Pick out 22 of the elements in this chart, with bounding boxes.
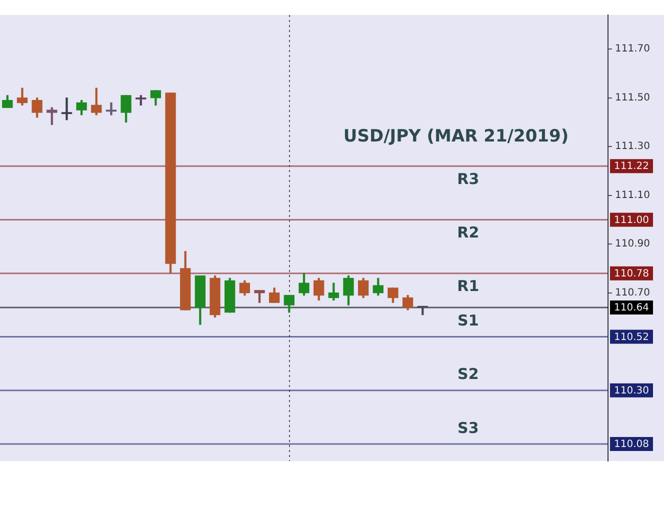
y-tick-label: 111.30 xyxy=(615,141,650,152)
ref-line-label: R3 xyxy=(457,170,480,188)
annotation: 111.00 xyxy=(614,214,649,226)
ref-line-label: R1 xyxy=(457,277,480,296)
text: USD/JPY (MAR 21/2019) xyxy=(343,126,569,147)
y-tick-label: 110.70 xyxy=(615,287,650,298)
y-tick-label: 111.10 xyxy=(615,190,650,201)
ref-line-label: S2 xyxy=(458,365,479,384)
annotation: 110.08 xyxy=(614,439,649,450)
y-tick-label: 111.70 xyxy=(615,44,650,55)
annotation: 110.30 xyxy=(614,385,649,396)
ref-line-label: R2 xyxy=(457,224,480,242)
candlestick xyxy=(106,102,117,116)
y-tick-label: 110.90 xyxy=(615,238,650,250)
annotation: 111.22 xyxy=(614,161,649,172)
ref-line-label: S1 xyxy=(458,312,479,330)
candlestick xyxy=(61,98,72,120)
annotation: 110.64 xyxy=(614,302,649,314)
annotation: 110.78 xyxy=(614,268,649,280)
y-tick-label: 111.50 xyxy=(615,92,650,104)
ref-line-label: S3 xyxy=(458,418,479,437)
annotation: 110.52 xyxy=(614,332,649,343)
